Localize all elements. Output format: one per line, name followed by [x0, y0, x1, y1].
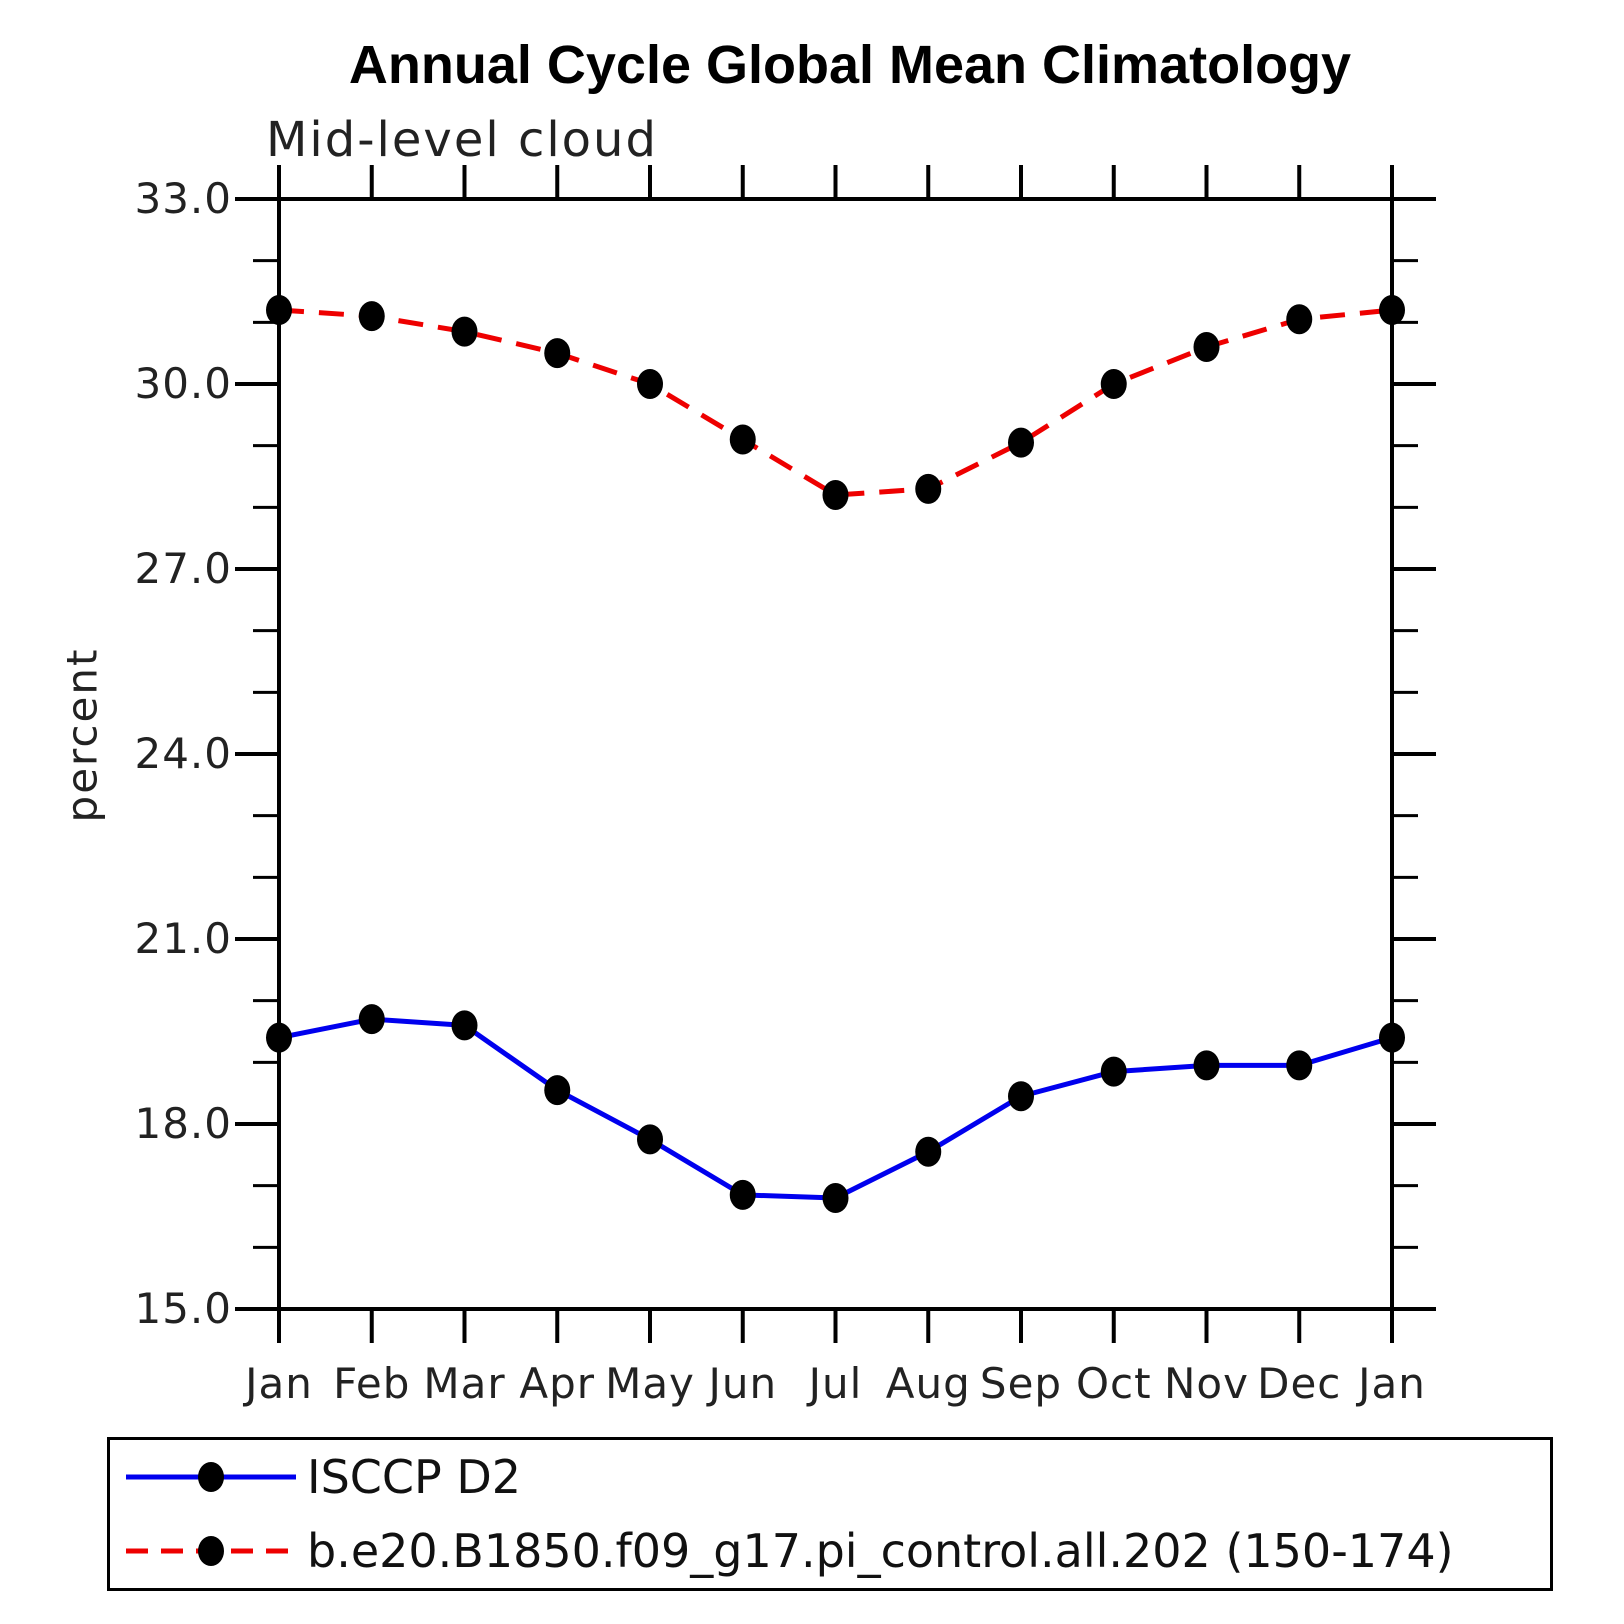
data-point-marker: [822, 1183, 849, 1213]
y-tick-label: 21.0: [134, 914, 232, 963]
legend-marker-dot: [198, 1536, 224, 1566]
data-point-marker: [915, 1136, 942, 1167]
data-point-marker: [729, 1179, 756, 1210]
y-tick-label: 33.0: [134, 174, 232, 223]
x-tick-label: Dec: [1257, 1359, 1341, 1408]
data-point-marker: [544, 1075, 571, 1106]
x-tick-label: May: [605, 1359, 695, 1408]
data-point-marker: [266, 295, 292, 325]
legend-label-model-run: b.e20.B1850.f09_g17.pi_control.all.202 (…: [307, 1524, 1454, 1578]
x-tick-label: Oct: [1076, 1359, 1152, 1408]
data-point-marker: [544, 338, 571, 369]
data-point-marker: [1286, 1050, 1313, 1081]
data-point-marker: [1100, 369, 1127, 399]
x-tick-label: Mar: [423, 1359, 505, 1408]
series-line-isccp-d2: [278, 1016, 1393, 1201]
data-point-marker: [1379, 295, 1405, 325]
legend-key-dashed-line: [126, 1536, 296, 1566]
data-point-marker: [1379, 1022, 1405, 1053]
data-point-marker: [358, 301, 385, 332]
y-tick-label: 30.0: [134, 359, 232, 408]
y-tick-label: 15.0: [134, 1284, 232, 1333]
legend-key-solid-line: [126, 1462, 296, 1492]
x-tick-label: Apr: [519, 1359, 595, 1408]
data-point-marker: [915, 473, 942, 504]
x-tick-label: Jun: [705, 1359, 777, 1408]
data-point-marker: [358, 1004, 385, 1035]
x-tick-label: Jan: [1355, 1359, 1426, 1408]
legend-item-isccp-d2: ISCCP D2: [110, 1440, 1550, 1514]
legend-marker-dot: [198, 1462, 224, 1492]
plot-frame: [277, 197, 1394, 1311]
data-point-marker: [637, 1124, 663, 1155]
x-tick-label: Aug: [886, 1359, 971, 1408]
data-point-marker: [1008, 1081, 1034, 1112]
x-tick-label: Jul: [806, 1359, 863, 1408]
data-point-marker: [1008, 427, 1034, 458]
data-point-marker: [1100, 1056, 1127, 1087]
series-line-model-run: [278, 307, 1393, 498]
chart-title: Annual Cycle Global Mean Climatology: [348, 35, 1352, 95]
data-point-marker: [266, 1022, 292, 1053]
x-tick-label: Sep: [980, 1359, 1062, 1408]
data-point-marker: [1193, 332, 1220, 362]
data-point-marker: [822, 480, 849, 510]
data-point-marker: [1286, 304, 1313, 335]
y-tick-label: 27.0: [134, 544, 232, 593]
data-point-marker: [1193, 1050, 1220, 1081]
legend-item-model-run: b.e20.B1850.f09_g17.pi_control.all.202 (…: [110, 1514, 1550, 1588]
x-tick-label: Jan: [242, 1359, 313, 1408]
data-point-marker: [451, 1010, 478, 1041]
x-tick-label: Feb: [333, 1359, 410, 1408]
data-point-marker: [637, 369, 663, 399]
data-point-marker: [729, 424, 756, 455]
legend: ISCCP D2 b.e20.B1850.f09_g17.pi_control.…: [107, 1437, 1553, 1591]
y-tick-label: 18.0: [134, 1099, 232, 1148]
x-tick-label: Nov: [1164, 1359, 1249, 1408]
data-point-marker: [451, 316, 478, 347]
legend-label-isccp-d2: ISCCP D2: [307, 1450, 522, 1504]
y-tick-label: 24.0: [134, 729, 232, 778]
chart-subtitle: Mid-level cloud: [266, 112, 658, 168]
